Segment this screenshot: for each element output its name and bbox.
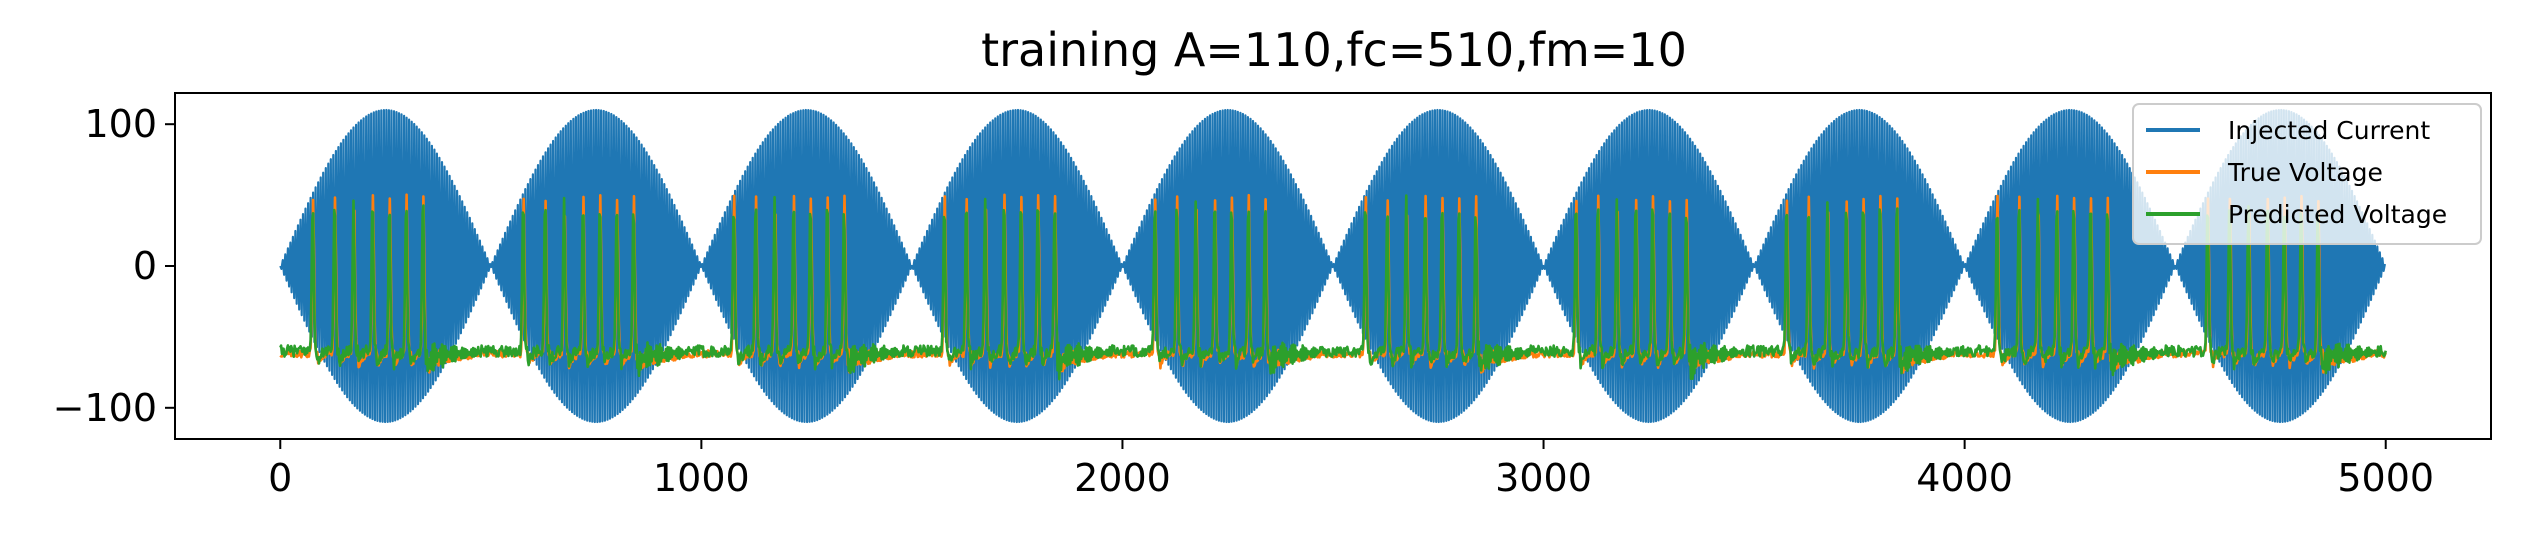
y-tick-label: 100 bbox=[84, 102, 157, 146]
legend-box bbox=[2132, 103, 2482, 245]
series-injected-current bbox=[279, 108, 2386, 424]
x-tick-label: 1000 bbox=[653, 456, 750, 500]
legend-label-true-voltage: True Voltage bbox=[2227, 158, 2383, 187]
legend-label-predicted-voltage: Predicted Voltage bbox=[2228, 200, 2447, 229]
y-axis: 100 0 −100 bbox=[53, 102, 175, 430]
series-layer bbox=[279, 108, 2387, 424]
chart-title: training A=110,fc=510,fm=10 bbox=[981, 23, 1687, 77]
x-tick-label: 3000 bbox=[1495, 456, 1592, 500]
x-axis: 0 1000 2000 3000 4000 5000 bbox=[268, 439, 2434, 500]
x-tick-label: 4000 bbox=[1916, 456, 2013, 500]
legend: Injected Current True Voltage Predicted … bbox=[2132, 103, 2482, 245]
x-tick-label: 0 bbox=[268, 456, 292, 500]
series-predicted-voltage bbox=[279, 194, 2387, 381]
legend-label-injected-current: Injected Current bbox=[2228, 116, 2430, 145]
y-tick-label: 0 bbox=[133, 244, 157, 288]
y-tick-label: −100 bbox=[53, 386, 157, 430]
x-tick-label: 5000 bbox=[2337, 456, 2434, 500]
x-tick-label: 2000 bbox=[1074, 456, 1171, 500]
